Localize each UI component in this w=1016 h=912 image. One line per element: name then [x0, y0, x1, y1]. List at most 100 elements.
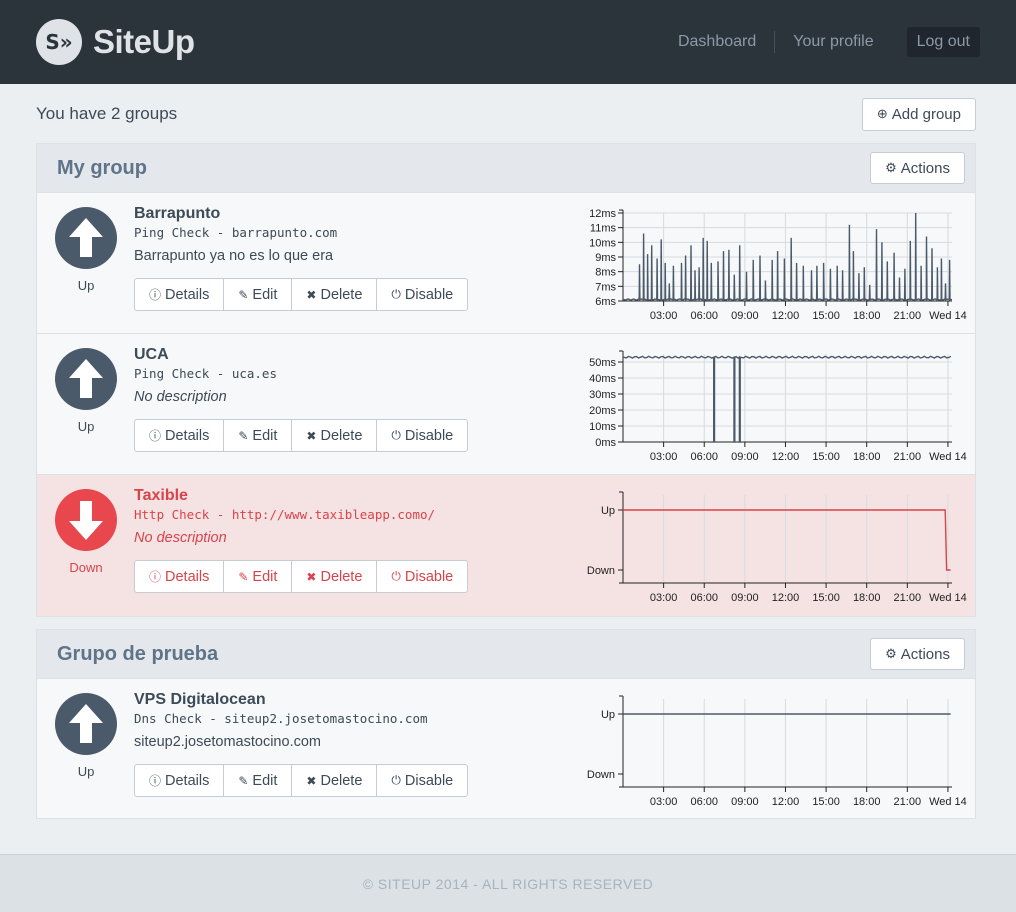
delete-label: Delete	[320, 286, 363, 303]
uptime-chart: 03:00 06:00 09:00 12:00 15:00 18:00 21:00 Wed 1…	[587, 695, 967, 808]
power-icon: ⏻	[391, 428, 401, 442]
x-tick-label: 21:00	[894, 592, 922, 604]
x-tick-label: 06:00	[690, 310, 718, 322]
series-line	[623, 509, 951, 571]
delete-button[interactable]: ✖ Delete	[292, 279, 378, 310]
power-icon: ⏻	[391, 773, 401, 787]
delete-label: Delete	[320, 427, 363, 444]
x-tick-label: 03:00	[650, 310, 678, 322]
group-title: Grupo de prueba	[57, 642, 219, 665]
details-button[interactable]: ⓘ Details	[135, 420, 225, 451]
series-line	[622, 212, 952, 302]
check-button-group: ⓘ Details ✎ Edit ✖ Delete ⏻ Disable	[134, 278, 469, 311]
edit-button[interactable]: ✎ Edit	[224, 420, 293, 451]
y-tick-label: 7ms	[595, 281, 616, 293]
x-tick-label: 09:00	[731, 796, 759, 808]
x-tick-label: 12:00	[772, 451, 800, 463]
check-description: Barrapunto ya no es lo que era	[134, 248, 334, 264]
x-tick-label: 09:00	[731, 310, 759, 322]
actions-label: Actions	[900, 159, 950, 177]
disable-button[interactable]: ⏻ Disable	[377, 561, 467, 592]
gear-icon: ⚙	[885, 646, 897, 661]
y-tick-label: 11ms	[590, 223, 617, 235]
details-button[interactable]: ⓘ Details	[135, 561, 225, 592]
times-icon: ✖	[306, 569, 317, 584]
disable-button[interactable]: ⏻ Disable	[377, 279, 467, 310]
times-icon: ✖	[306, 773, 317, 788]
logout-button[interactable]: Log out	[906, 27, 980, 57]
add-group-button[interactable]: ⊕ Add group	[861, 97, 976, 131]
latency-chart: 03:00 06:00 09:00 12:00 15:00 18:00 21:00 Wed 1…	[589, 208, 967, 322]
edit-label: Edit	[252, 427, 278, 444]
y-tick-label: Up	[601, 505, 615, 517]
group-header: My group ⚙ Actions	[37, 144, 975, 193]
check-row: Up UCA Ping Check - uca.es No descriptio…	[37, 334, 975, 475]
x-tick-label: 03:00	[650, 451, 678, 463]
x-tick-label: 15:00	[812, 592, 840, 604]
details-button[interactable]: ⓘ Details	[135, 765, 225, 796]
status-label: Up	[77, 278, 95, 293]
y-tick-label: 50ms	[589, 357, 616, 369]
delete-button[interactable]: ✖ Delete	[292, 765, 378, 796]
gear-icon: ⚙	[885, 160, 897, 175]
info-icon: ⓘ	[149, 570, 162, 584]
check-name[interactable]: Taxible	[134, 487, 188, 504]
y-tick-label: 12ms	[589, 208, 616, 220]
uptime-chart: 03:00 06:00 09:00 12:00 15:00 18:00 21:00 Wed 1…	[587, 491, 967, 604]
pencil-icon: ✎	[238, 773, 249, 788]
brand[interactable]: S» SiteUp	[36, 19, 195, 65]
x-tick-label: 18:00	[853, 451, 881, 463]
pencil-icon: ✎	[238, 428, 249, 443]
y-tick-label: 6ms	[595, 296, 616, 308]
y-tick-label: 30ms	[589, 389, 616, 401]
x-tick-label: Wed 14	[929, 310, 967, 322]
edit-button[interactable]: ✎ Edit	[224, 765, 293, 796]
check-meta: Http Check - http://www.taxibleapp.como/	[134, 507, 436, 522]
info-icon: ⓘ	[149, 429, 162, 443]
y-tick-label: 20ms	[589, 405, 616, 417]
x-tick-label: 21:00	[894, 451, 922, 463]
group-header: Grupo de prueba ⚙ Actions	[37, 630, 975, 679]
check-button-group: ⓘ Details ✎ Edit ✖ Delete ⏻ Disable	[134, 764, 469, 797]
x-tick-label: 15:00	[812, 796, 840, 808]
check-description: No description	[134, 530, 227, 546]
y-tick-label: Down	[587, 565, 615, 577]
nav-your-profile[interactable]: Your profile	[793, 33, 874, 50]
groups-toolbar: You have 2 groups ⊕ Add group	[36, 97, 976, 131]
nav-dashboard[interactable]: Dashboard	[660, 31, 776, 53]
plus-circle-icon: ⊕	[876, 106, 888, 121]
delete-label: Delete	[320, 772, 363, 789]
x-tick-label: 18:00	[853, 310, 881, 322]
x-tick-label: 12:00	[772, 796, 800, 808]
disable-label: Disable	[404, 286, 454, 303]
x-tick-label: Wed 14	[929, 451, 967, 463]
delete-button[interactable]: ✖ Delete	[292, 420, 378, 451]
delete-button[interactable]: ✖ Delete	[292, 561, 378, 592]
status-label: Down	[69, 560, 103, 575]
check-name[interactable]: Barrapunto	[134, 205, 221, 222]
x-tick-label: 21:00	[894, 310, 922, 322]
x-tick-label: 06:00	[690, 592, 718, 604]
edit-button[interactable]: ✎ Edit	[224, 279, 293, 310]
disable-button[interactable]: ⏻ Disable	[377, 765, 467, 796]
group-panel: My group ⚙ Actions Up Barrapunto Ping Ch…	[36, 143, 976, 617]
y-tick-label: 40ms	[589, 373, 616, 385]
group-actions-button[interactable]: ⚙ Actions	[870, 638, 965, 670]
check-name[interactable]: UCA	[134, 346, 169, 363]
actions-label: Actions	[900, 645, 950, 663]
series-line	[622, 355, 952, 443]
check-meta: Dns Check - siteup2.josetomastocino.com	[134, 711, 428, 726]
check-row: Down Taxible Http Check - http://www.tax…	[37, 475, 975, 616]
edit-button[interactable]: ✎ Edit	[224, 561, 293, 592]
check-name[interactable]: VPS Digitalocean	[134, 691, 266, 708]
disable-button[interactable]: ⏻ Disable	[377, 420, 467, 451]
details-button[interactable]: ⓘ Details	[135, 279, 225, 310]
x-tick-label: 06:00	[690, 796, 718, 808]
siteup-logo-icon: S»	[36, 19, 82, 65]
group-actions-button[interactable]: ⚙ Actions	[870, 152, 965, 184]
navbar: S» SiteUp Dashboard Your profile Log out	[0, 0, 1016, 84]
details-label: Details	[165, 427, 210, 444]
arrow-up-icon	[55, 348, 117, 410]
status-label: Up	[77, 764, 95, 779]
x-tick-label: 09:00	[731, 451, 759, 463]
